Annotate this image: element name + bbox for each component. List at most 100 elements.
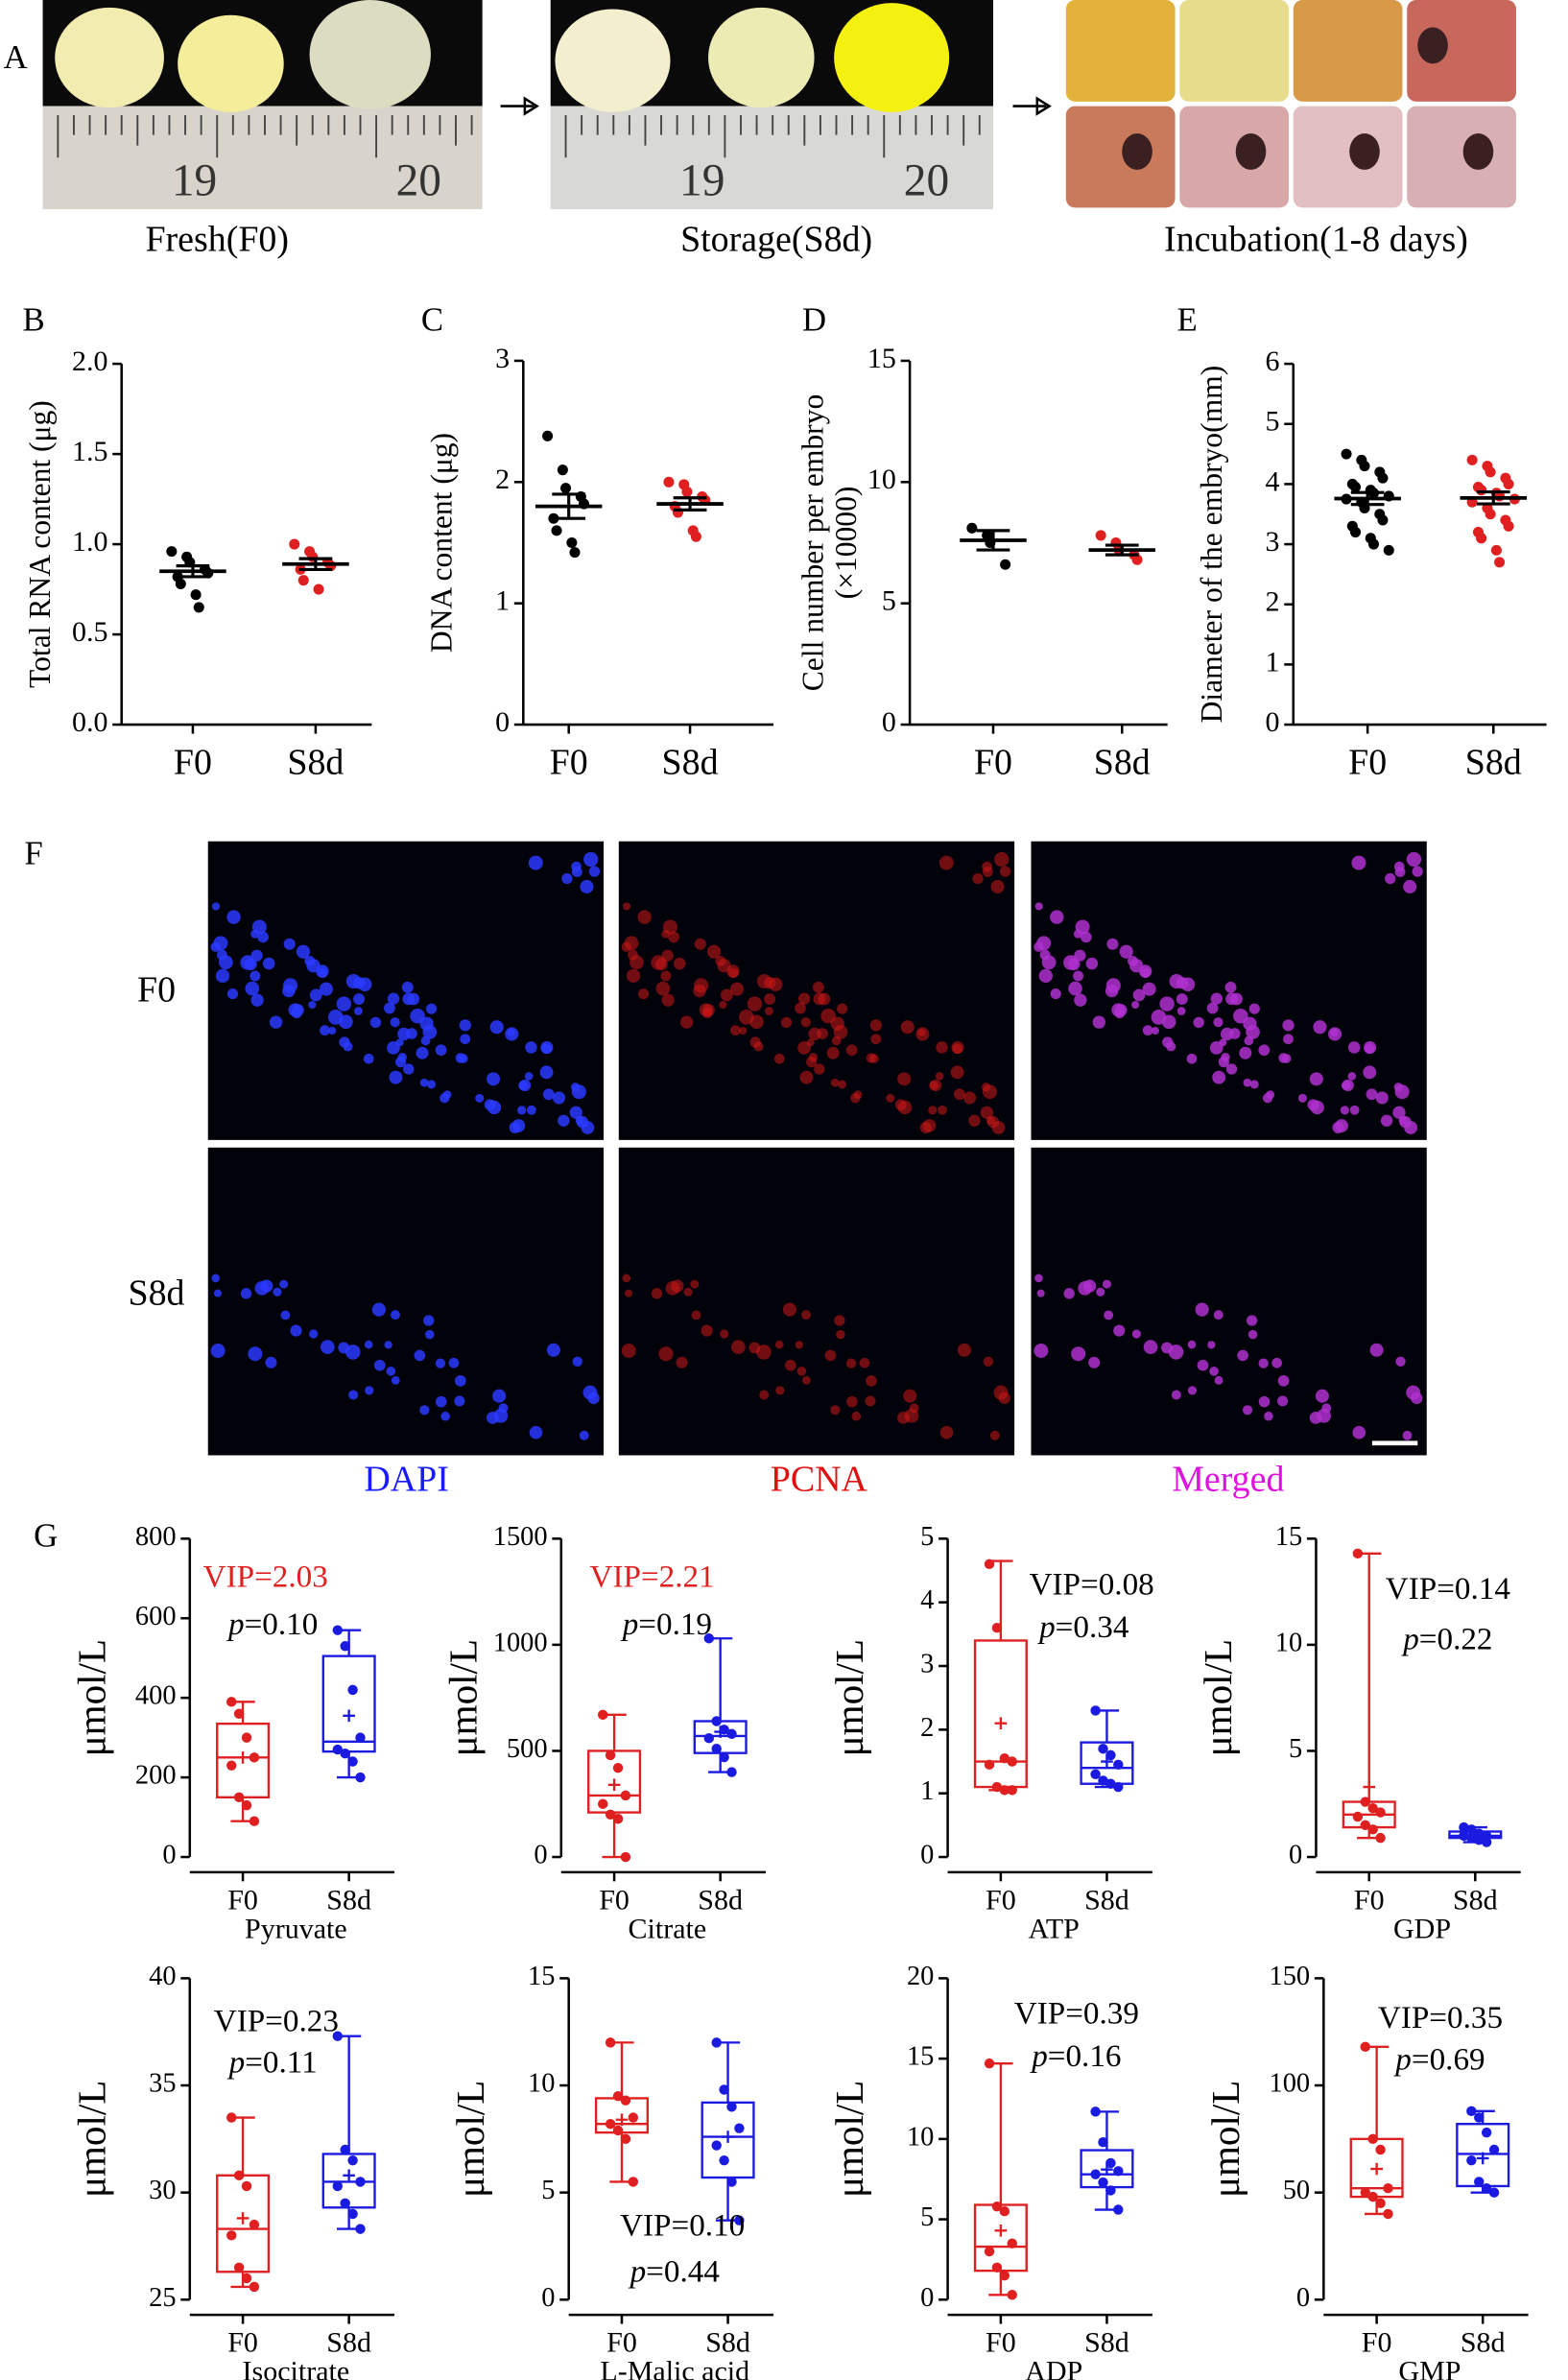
x-tick-label: F0 — [227, 2327, 258, 2359]
data-point — [605, 2119, 616, 2130]
mean-marker — [1370, 2162, 1383, 2176]
data-point — [984, 1759, 995, 1771]
y-axis-label: μmol/L — [448, 2081, 492, 2198]
nucleus — [775, 1386, 785, 1395]
nucleus — [1212, 1070, 1226, 1084]
data-point — [1007, 2290, 1017, 2300]
nucleus — [747, 996, 763, 1012]
data-point — [1113, 1781, 1124, 1793]
nucleus — [279, 1279, 289, 1289]
nucleus — [1143, 1340, 1158, 1354]
nucleus — [245, 981, 260, 996]
data-point — [620, 1851, 631, 1863]
nucleus — [210, 1343, 226, 1358]
nucleus — [651, 1288, 663, 1299]
nucleus — [423, 1315, 435, 1326]
nucleus — [402, 992, 416, 1006]
x-tick-label: F0 — [174, 742, 212, 782]
x-tick-label: S8d — [662, 742, 719, 782]
micrograph — [207, 1147, 605, 1456]
y-tick-label: 50 — [1283, 2176, 1310, 2205]
data-point — [1503, 478, 1514, 489]
data-point — [1488, 2144, 1500, 2155]
nucleus — [265, 1356, 277, 1368]
nucleus — [254, 1281, 270, 1296]
y-axis-label: μmol/L — [69, 2081, 113, 2198]
nucleus — [661, 929, 671, 939]
nucleus — [1225, 992, 1239, 1006]
nucleus — [621, 1343, 636, 1358]
data-point — [313, 583, 324, 595]
nucleus — [1036, 1289, 1045, 1297]
nucleus — [797, 992, 811, 1005]
y-tick-label: 200 — [135, 1761, 177, 1791]
nucleus — [668, 931, 679, 943]
nucleus — [720, 988, 733, 1002]
x-tick-label: F0 — [227, 1884, 258, 1916]
nucleus — [919, 1121, 932, 1133]
nucleus — [846, 1395, 858, 1408]
y-tick-label: 1 — [495, 585, 510, 617]
nucleus — [426, 1080, 437, 1089]
nucleus — [389, 1070, 403, 1084]
nucleus — [448, 1357, 460, 1368]
y-tick-label: 150 — [1269, 1962, 1310, 1991]
data-point — [991, 2201, 1003, 2212]
y-tick-label: 5 — [1266, 406, 1280, 438]
caption: Incubation(1-8 days) — [1164, 219, 1468, 259]
data-point — [1131, 554, 1143, 565]
nucleus — [869, 1019, 883, 1032]
data-point — [340, 1749, 350, 1759]
nucleus — [1206, 1002, 1219, 1014]
nucleus — [419, 1405, 430, 1416]
nucleus — [1038, 968, 1053, 983]
nucleus — [248, 1346, 263, 1362]
nucleus — [249, 970, 261, 982]
y-tick-label: 1000 — [493, 1628, 548, 1657]
nucleus — [403, 1063, 415, 1075]
nucleus — [1209, 1040, 1224, 1055]
nucleus — [837, 1003, 848, 1014]
data-point — [1007, 1785, 1017, 1796]
y-tick-label: 0 — [162, 1841, 176, 1870]
nucleus — [622, 1273, 631, 1283]
nucleus — [1078, 1281, 1092, 1296]
data-point — [703, 1732, 715, 1744]
nucleus — [558, 1114, 570, 1127]
y-tick-label: 600 — [135, 1602, 177, 1631]
nucleus — [425, 1003, 438, 1014]
data-point — [1007, 1756, 1017, 1767]
data-point — [233, 1708, 245, 1719]
x-tick-label: S8d — [1461, 2327, 1506, 2359]
photo-tile — [1065, 106, 1176, 208]
nucleus — [1246, 1315, 1258, 1326]
nucleus — [865, 1395, 876, 1407]
data-point — [1383, 2182, 1393, 2194]
arrow — [500, 96, 539, 116]
y-tick-label: 10 — [907, 2122, 934, 2152]
nucleus — [1281, 1054, 1292, 1063]
nucleus — [953, 1088, 965, 1101]
data-point — [249, 2281, 260, 2293]
nucleus — [936, 1041, 948, 1054]
nucleus — [343, 1041, 353, 1052]
box — [321, 1654, 376, 1753]
nucleus — [1050, 988, 1061, 1000]
data-point — [347, 2154, 358, 2166]
y-tick-label: 500 — [507, 1734, 548, 1764]
nucleus — [655, 981, 671, 996]
nucleus — [1340, 1106, 1350, 1115]
data-point — [1466, 454, 1478, 465]
nucleus — [853, 1090, 863, 1099]
nucleus — [345, 1345, 361, 1360]
data-point — [1367, 1802, 1378, 1814]
nucleus — [826, 1046, 840, 1059]
nucleus — [814, 1063, 825, 1075]
vip-annotation: VIP=0.10 — [620, 2208, 745, 2244]
nucleus — [507, 1028, 515, 1036]
photo-tile — [1065, 0, 1176, 102]
nucleus — [226, 988, 239, 1000]
embryo — [1462, 133, 1494, 170]
y-tick-label: 4 — [920, 1585, 934, 1615]
x-axis-label: Citrate — [629, 1913, 707, 1944]
